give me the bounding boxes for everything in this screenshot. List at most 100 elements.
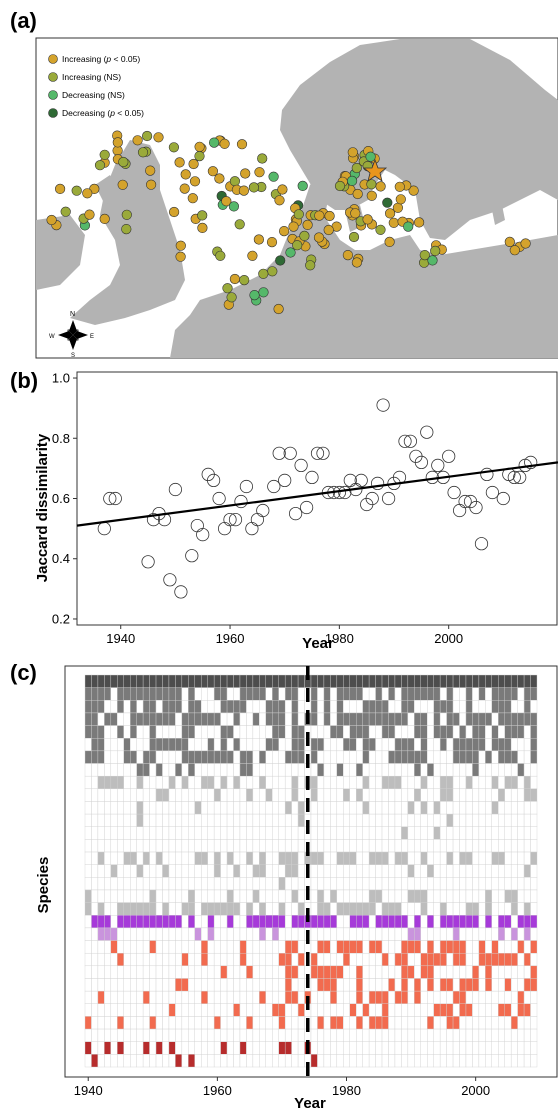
heat-cell-r23-c68	[523, 965, 531, 979]
station-markers	[46, 130, 531, 315]
station-170	[249, 290, 260, 301]
heat-cell-r17-c10	[149, 889, 157, 903]
heat-cell-r25-c36	[317, 990, 325, 1004]
heat-cell-r10-c9	[142, 801, 150, 815]
heat-cell-r20-c52	[420, 927, 428, 941]
heat-cell-r6-c7	[129, 750, 137, 764]
heat-cell-r18-c63	[491, 902, 499, 916]
heat-cell-r14-c30	[278, 851, 286, 865]
heat-cell-r23-c51	[414, 965, 421, 979]
heat-cell-r12-c27	[259, 826, 266, 840]
land-ireland	[36, 215, 85, 290]
heat-cell-r16-c14	[175, 877, 183, 891]
heat-cell-r0-c69	[530, 674, 538, 688]
heat-cell-r18-c33	[297, 902, 305, 916]
heat-cell-r27-c39	[336, 1016, 344, 1030]
heat-cell-r2-c12	[162, 700, 170, 714]
heat-cell-r23-c37	[323, 965, 331, 979]
heat-cell-r10-c29	[272, 801, 279, 815]
heat-cell-r1-c28	[265, 687, 273, 701]
heat-cell-r13-c59	[465, 839, 473, 853]
station-62	[240, 168, 251, 179]
heat-cell-r15-c22	[226, 864, 234, 878]
heat-cell-r26-c28	[265, 1003, 273, 1017]
heat-cell-r4-c1	[91, 725, 99, 739]
heat-cell-r29-c38	[330, 1041, 338, 1055]
heat-cell-r28-c50	[407, 1028, 415, 1042]
heat-cell-r12-c51	[414, 826, 421, 840]
heat-cell-r27-c60	[472, 1016, 480, 1030]
legend-label-1: Increasing (p < 0.05)	[62, 54, 140, 64]
heat-cell-r15-c44	[368, 864, 376, 878]
heat-cell-r8-c36	[317, 775, 325, 790]
heat-cell-r27-c66	[510, 1016, 518, 1030]
heat-cell-r3-c59	[465, 712, 473, 726]
heat-cell-r22-c48	[394, 952, 402, 967]
heat-cell-r13-c43	[362, 839, 370, 853]
heat-cell-r27-c49	[401, 1016, 409, 1030]
heat-cell-r5-c27	[259, 738, 266, 752]
heat-cell-r28-c55	[439, 1028, 447, 1042]
heat-cell-r12-c32	[291, 826, 299, 840]
heat-cell-r23-c56	[446, 965, 454, 979]
heat-cell-r30-c22	[226, 1054, 234, 1068]
heat-cell-r9-c50	[407, 788, 415, 802]
heat-cell-r21-c62	[485, 940, 492, 954]
heat-cell-r11-c44	[368, 813, 376, 827]
heat-cell-r18-c61	[478, 902, 486, 916]
heat-cell-r21-c45	[375, 940, 383, 954]
heat-cell-r22-c38	[330, 952, 338, 967]
heat-cell-r25-c41	[349, 990, 357, 1004]
heat-cell-r1-c65	[504, 687, 512, 701]
heat-cell-r16-c43	[362, 877, 370, 891]
heat-cell-r7-c21	[220, 763, 228, 777]
heat-cell-r30-c26	[252, 1054, 260, 1068]
heat-cell-r0-c48	[394, 674, 402, 688]
heat-cell-r26-c14	[175, 1003, 183, 1017]
heat-cell-r17-c23	[233, 889, 241, 903]
heat-cell-r14-c9	[142, 851, 150, 865]
heat-cell-r3-c0	[84, 712, 92, 726]
heat-cell-r10-c42	[356, 801, 363, 815]
station-171	[258, 268, 269, 279]
heat-cell-r8-c50	[407, 775, 415, 790]
heat-cell-r1-c15	[181, 687, 189, 701]
heat-cell-r2-c32	[291, 700, 299, 714]
heat-cell-r16-c65	[504, 877, 512, 891]
scatter-point-12	[196, 528, 210, 542]
heat-cell-r24-c4	[110, 978, 118, 992]
heat-cell-r7-c51	[414, 763, 421, 777]
heat-cell-r15-c42	[356, 864, 363, 878]
heat-cell-r2-c37	[323, 700, 331, 714]
heat-cell-r17-c5	[117, 889, 124, 903]
heat-cell-r11-c24	[239, 813, 247, 827]
heat-cell-r4-c10	[149, 725, 157, 739]
heat-cell-r19-c23	[233, 915, 241, 929]
heat-cell-r16-c48	[394, 877, 402, 891]
heat-cell-r27-c26	[252, 1016, 260, 1030]
heat-cell-r27-c5	[117, 1016, 124, 1030]
heat-cell-r18-c53	[427, 902, 434, 916]
heat-cell-r0-c27	[259, 674, 266, 688]
heat-cell-r13-c28	[265, 839, 273, 853]
scatter-point-2	[108, 491, 122, 506]
heat-cell-r19-c2	[97, 915, 105, 929]
heat-cell-r14-c44	[368, 851, 376, 865]
heat-cell-r5-c33	[297, 738, 305, 752]
station-143	[419, 250, 430, 261]
station-81	[302, 219, 313, 230]
heat-cell-r25-c15	[181, 990, 189, 1004]
heat-cell-r25-c28	[265, 990, 273, 1004]
heat-cell-r11-c37	[323, 813, 331, 827]
heat-cell-r23-c63	[491, 965, 499, 979]
heat-cell-r20-c47	[388, 927, 396, 941]
heat-cell-r19-c9	[142, 915, 150, 929]
heat-cell-r5-c36	[317, 738, 325, 752]
heat-cell-r16-c37	[323, 877, 331, 891]
heat-cell-r1-c47	[388, 687, 396, 701]
heat-cell-r6-c29	[272, 750, 279, 764]
heat-cell-r12-c8	[136, 826, 144, 840]
heat-cell-r5-c25	[246, 738, 254, 752]
heat-cell-r28-c51	[414, 1028, 421, 1042]
heat-cell-r15-c0	[84, 864, 92, 878]
